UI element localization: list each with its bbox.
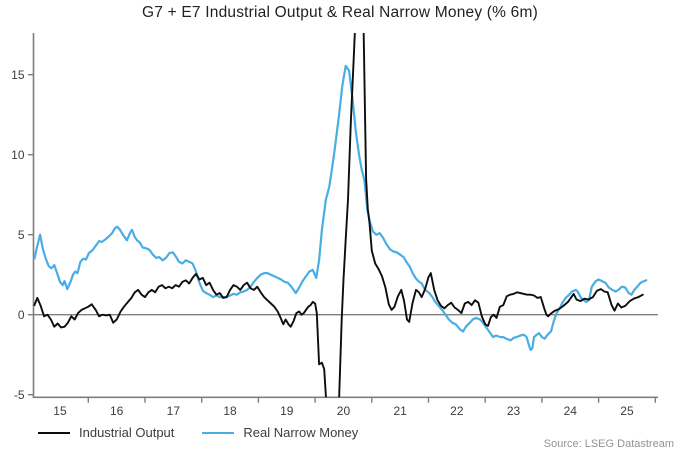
- svg-text:15: 15: [11, 68, 25, 82]
- chart-title: G7 + E7 Industrial Output & Real Narrow …: [142, 4, 538, 21]
- svg-text:18: 18: [223, 404, 237, 418]
- source-note: Source: LSEG Datastream: [543, 438, 674, 450]
- svg-text:15: 15: [53, 404, 67, 418]
- series-line-real-narrow-money: [33, 64, 648, 351]
- svg-text:10: 10: [11, 148, 25, 162]
- legend: Industrial Output Real Narrow Money: [38, 425, 358, 440]
- industrial-output-line-swatch: [38, 431, 70, 434]
- svg-text:19: 19: [280, 404, 294, 418]
- svg-text:5: 5: [18, 228, 25, 242]
- svg-text:17: 17: [167, 404, 181, 418]
- svg-text:16: 16: [110, 404, 124, 418]
- legend-item-industrial-output: Industrial Output: [38, 425, 174, 440]
- svg-text:24: 24: [564, 404, 578, 418]
- svg-text:-5: -5: [14, 388, 25, 402]
- legend-item-real-narrow-money: Real Narrow Money: [202, 425, 358, 440]
- real-narrow-money-line-swatch: [202, 431, 235, 434]
- svg-text:20: 20: [337, 404, 351, 418]
- svg-text:21: 21: [393, 404, 407, 418]
- legend-label: Industrial Output: [79, 425, 175, 440]
- svg-text:23: 23: [507, 404, 521, 418]
- svg-text:22: 22: [450, 404, 464, 418]
- svg-text:0: 0: [18, 308, 25, 322]
- legend-label: Real Narrow Money: [243, 425, 359, 440]
- series-line-industrial-output: [33, 33, 644, 398]
- svg-text:25: 25: [620, 404, 634, 418]
